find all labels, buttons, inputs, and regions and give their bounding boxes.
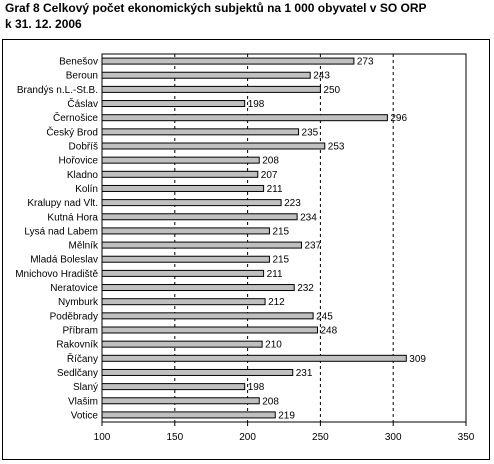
plot-area — [101, 53, 467, 423]
category-label: Poděbrady — [50, 311, 98, 322]
data-label: 243 — [313, 71, 330, 82]
bar — [101, 156, 260, 164]
x-tick-label: 300 — [385, 432, 402, 443]
data-label: 210 — [265, 340, 282, 351]
data-label: 215 — [272, 226, 289, 237]
category-label: Lysá nad Labem — [24, 226, 98, 237]
data-label: 198 — [248, 382, 265, 393]
x-tick-label: 250 — [312, 432, 329, 443]
category-label: Mladá Boleslav — [30, 255, 98, 266]
data-label: 211 — [267, 269, 283, 280]
category-label: Český Brod — [46, 125, 98, 138]
bar — [101, 100, 246, 108]
category-label: Votice — [71, 410, 99, 421]
x-tick-label: 100 — [94, 432, 111, 443]
data-label: 231 — [296, 368, 313, 379]
category-label: Kladno — [67, 170, 99, 181]
category-label: Vlašim — [68, 396, 98, 407]
category-label: Beroun — [66, 71, 98, 82]
category-label: Kralupy nad Vlt. — [27, 198, 98, 209]
data-label: 253 — [328, 142, 345, 153]
data-label: 250 — [323, 85, 340, 96]
category-label: Kolín — [75, 184, 98, 195]
bar — [101, 57, 355, 65]
data-label: 211 — [267, 184, 283, 195]
data-label: 208 — [262, 156, 279, 167]
bar — [101, 383, 246, 391]
data-label: 309 — [409, 354, 426, 365]
bar — [101, 184, 265, 192]
bar — [101, 241, 302, 249]
data-label: 235 — [302, 127, 319, 138]
data-label: 273 — [357, 57, 374, 68]
bar — [101, 397, 260, 405]
category-label: Říčany — [67, 352, 98, 365]
data-label: 223 — [284, 198, 301, 209]
data-label: 296 — [390, 113, 407, 124]
chart-subtitle: k 31. 12. 2006 — [5, 17, 82, 31]
data-label: 207 — [261, 170, 278, 181]
category-label: Neratovice — [50, 283, 98, 294]
bar — [101, 312, 314, 320]
bar — [101, 142, 326, 150]
bar — [101, 298, 266, 306]
category-label: Nymburk — [58, 297, 99, 308]
data-label: 219 — [278, 410, 295, 421]
bar — [101, 284, 295, 292]
category-label: Kutná Hora — [47, 212, 98, 223]
x-tick-label: 150 — [166, 432, 183, 443]
bar — [101, 326, 318, 334]
bar — [101, 227, 270, 235]
bar — [101, 199, 282, 207]
data-label: 215 — [272, 255, 289, 266]
bar — [101, 213, 298, 221]
category-label: Hořovice — [59, 156, 99, 167]
category-label: Sedlčany — [57, 368, 98, 379]
data-label: 245 — [316, 311, 333, 322]
data-label: 208 — [262, 396, 279, 407]
data-label: 212 — [268, 297, 285, 308]
data-label: 237 — [304, 241, 321, 252]
data-label: 198 — [248, 99, 265, 110]
data-label: 248 — [320, 326, 337, 337]
x-tick-label: 350 — [458, 432, 475, 443]
category-label: Slaný — [73, 382, 98, 393]
bar — [101, 170, 259, 178]
category-label: Brandýs n.L.-St.B. — [17, 85, 98, 96]
category-label: Rakovník — [56, 340, 99, 351]
chart-frame — [2, 39, 490, 460]
category-label: Čáslav — [67, 97, 98, 110]
data-label: 232 — [297, 283, 314, 294]
bar — [101, 411, 276, 419]
bar — [101, 354, 407, 362]
bar — [101, 269, 265, 277]
chart-title: Graf 8 Celkový počet ekonomických subjek… — [5, 1, 427, 15]
bar — [101, 340, 263, 348]
category-label: Příbram — [62, 326, 98, 337]
bar — [101, 255, 270, 263]
bar — [101, 71, 311, 79]
category-label: Černošice — [53, 111, 98, 124]
data-label: 234 — [300, 212, 317, 223]
bar — [101, 85, 321, 93]
category-label: Benešov — [59, 57, 98, 68]
bar — [101, 114, 388, 122]
x-tick-label: 200 — [239, 432, 256, 443]
bar — [101, 128, 300, 136]
category-label: Mnichovo Hradiště — [15, 269, 98, 280]
category-label: Dobříš — [69, 142, 98, 153]
category-label: Mělník — [69, 241, 99, 252]
bar — [101, 368, 294, 376]
